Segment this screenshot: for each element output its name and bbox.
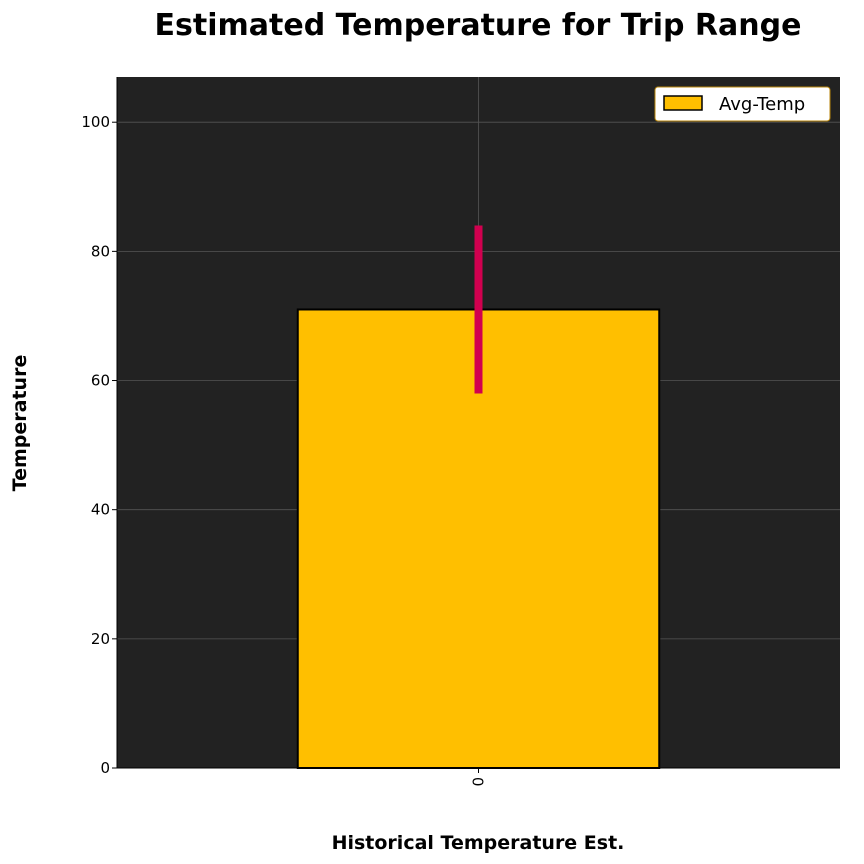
chart-title: Estimated Temperature for Trip Range bbox=[155, 8, 802, 43]
y-tick-label: 20 bbox=[91, 630, 110, 648]
legend-swatch-avg-temp bbox=[663, 95, 703, 111]
y-tick-label: 40 bbox=[91, 501, 110, 519]
legend: Avg-Temp bbox=[654, 86, 831, 122]
x-axis-label: Historical Temperature Est. bbox=[332, 832, 625, 854]
y-tick-label: 0 bbox=[100, 759, 110, 777]
y-axis-label: Temperature bbox=[9, 355, 31, 492]
y-tick-label: 100 bbox=[81, 113, 110, 131]
x-tick-label: 0 bbox=[470, 777, 488, 787]
legend-label-avg-temp: Avg-Temp bbox=[719, 94, 805, 115]
axis-layer: 0 20 40 60 80 100 0 bbox=[81, 77, 840, 787]
y-tick-label: 60 bbox=[91, 372, 110, 390]
y-tick-label: 80 bbox=[91, 242, 110, 260]
